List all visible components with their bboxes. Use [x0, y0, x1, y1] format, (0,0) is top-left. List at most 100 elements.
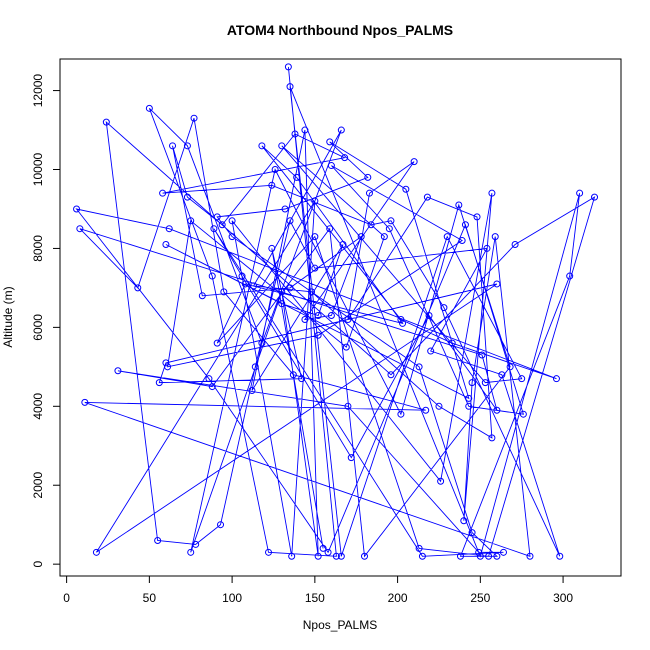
data-point	[288, 552, 296, 560]
data-point	[238, 272, 246, 280]
y-tick-label: 10000	[31, 152, 45, 186]
data-point	[397, 410, 405, 418]
data-point	[268, 244, 276, 252]
data-point	[217, 521, 225, 529]
data-point	[387, 371, 395, 379]
data-point	[500, 548, 508, 556]
data-point	[440, 304, 448, 312]
data-point	[286, 83, 294, 91]
data-point	[422, 406, 430, 414]
data-point	[271, 166, 279, 174]
x-axis: 0 50 100 150 200 250 300	[63, 575, 573, 605]
data-point	[281, 205, 289, 213]
y-axis: 0 2000 4000 6000 8000 10000 12000	[31, 74, 61, 568]
data-point	[311, 264, 319, 272]
data-point	[92, 548, 100, 556]
data-point	[210, 225, 218, 233]
data-point	[468, 529, 476, 537]
data-point	[455, 201, 463, 209]
data-point	[465, 402, 473, 410]
data-point	[291, 130, 299, 138]
data-point	[427, 347, 435, 355]
data-point	[465, 394, 473, 402]
data-point	[425, 312, 433, 320]
data-point	[511, 240, 519, 248]
y-tick-label: 2000	[31, 472, 45, 499]
data-point	[134, 284, 142, 292]
data-point	[286, 284, 294, 292]
data-point	[344, 315, 352, 323]
data-point	[493, 552, 501, 560]
data-point	[478, 351, 486, 359]
data-point	[339, 240, 347, 248]
data-point	[228, 233, 236, 241]
series-line	[75, 66, 596, 558]
data-point	[423, 193, 431, 201]
data-point	[327, 312, 335, 320]
x-tick-label: 250	[470, 591, 490, 605]
data-point	[468, 379, 476, 387]
data-point	[301, 126, 309, 134]
data-point	[248, 387, 256, 395]
data-point	[460, 517, 468, 525]
data-point	[367, 221, 375, 229]
data-point	[415, 363, 423, 371]
data-point	[498, 371, 506, 379]
data-point	[576, 189, 584, 197]
data-point	[364, 173, 372, 181]
data-point	[341, 154, 349, 162]
y-tick-label: 0	[31, 561, 45, 568]
plot-area	[59, 58, 622, 577]
data-point	[159, 189, 167, 197]
data-point	[397, 315, 405, 323]
data-layer	[73, 63, 599, 560]
data-point	[475, 548, 483, 556]
y-tick-label: 4000	[31, 393, 45, 420]
data-point	[399, 319, 407, 327]
data-point	[347, 454, 355, 462]
y-axis-label: Altitude (m)	[1, 286, 15, 347]
data-point	[337, 552, 345, 560]
x-tick-label: 50	[143, 591, 157, 605]
x-tick-label: 100	[222, 591, 242, 605]
data-point	[314, 331, 322, 339]
data-point	[192, 540, 200, 548]
data-point	[258, 142, 266, 150]
x-axis-label: Npos_PALMS	[303, 618, 377, 632]
data-point	[385, 225, 393, 233]
data-point	[488, 434, 496, 442]
data-point	[456, 552, 464, 560]
data-point	[228, 217, 236, 225]
data-point	[319, 544, 327, 552]
data-point	[326, 138, 334, 146]
data-point	[154, 536, 162, 544]
x-tick-label: 300	[553, 591, 573, 605]
data-point	[552, 375, 560, 383]
data-point	[488, 189, 496, 197]
data-point	[357, 233, 365, 241]
data-point	[102, 118, 110, 126]
data-point	[289, 371, 297, 379]
data-point	[402, 185, 410, 193]
data-point	[493, 280, 501, 288]
data-point	[286, 217, 294, 225]
data-point	[387, 217, 395, 225]
data-point	[380, 233, 388, 241]
data-point	[518, 375, 526, 383]
data-point	[162, 240, 170, 248]
data-point	[278, 288, 286, 296]
data-point	[360, 552, 368, 560]
data-point	[208, 272, 216, 280]
data-point	[344, 402, 352, 410]
data-point	[448, 339, 456, 347]
data-point	[213, 213, 221, 221]
data-point	[311, 197, 319, 205]
data-point	[461, 221, 469, 229]
data-point	[169, 142, 177, 150]
data-point	[314, 552, 322, 560]
data-point	[458, 237, 466, 245]
data-point	[76, 225, 84, 233]
data-point	[476, 552, 484, 560]
data-point	[258, 339, 266, 347]
